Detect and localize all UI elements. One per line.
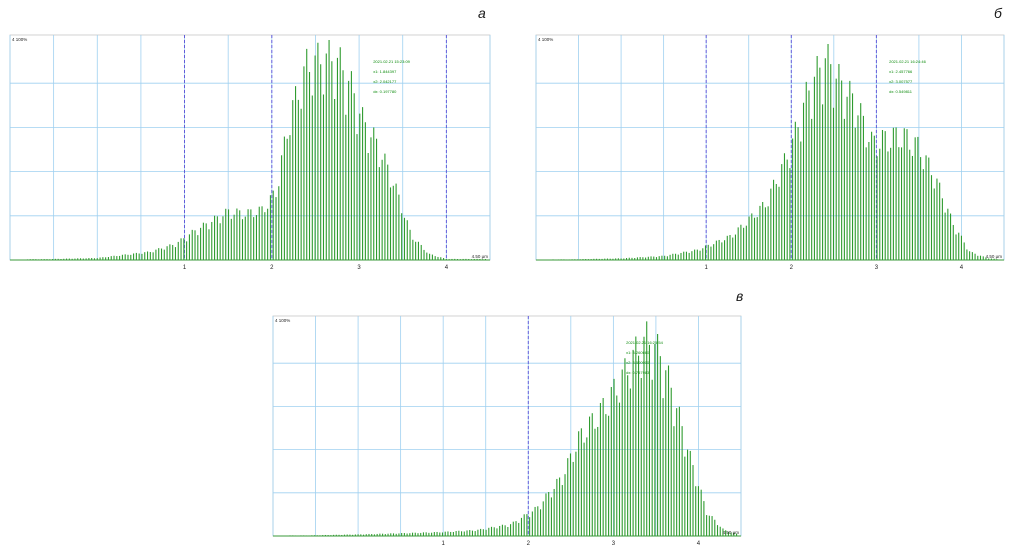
x-tick-label: 2 (527, 541, 531, 547)
plot-frame (9, 34, 491, 261)
histogram-bars (289, 321, 738, 536)
measurement-readout-line: 2021.02.21 15:23:09 (373, 59, 410, 64)
y-max-label: 4 100% (12, 37, 27, 42)
measurement-readout-line: 2021.02.21 16:24:46 (889, 59, 926, 64)
particle-size-chart-a: 1 2 3 4 4 100% 4.50 μm 2021.02.21 15:23:09 x1: … (9, 34, 491, 271)
x-unit-label: 4.50 μm (472, 254, 489, 259)
x-tick-label: 4 (697, 541, 701, 547)
x-tick-label: 3 (875, 265, 879, 271)
x-unit-label: 4.50 μm (986, 254, 1003, 259)
y-max-label: 4 100% (538, 37, 553, 42)
x-tick-label: 2 (270, 265, 274, 271)
x-tick-label: 3 (612, 541, 616, 547)
measurement-readout-line: dx: 0.757983 (626, 370, 650, 375)
x-tick-label: 2 (790, 265, 794, 271)
measurement-readout-line: 2021.02.21 16:25:54 (626, 340, 663, 345)
x-tick-label: 4 (445, 265, 449, 271)
x-tick-label: 1 (183, 265, 187, 271)
measurement-readout-line: x1: 2.457766 (889, 69, 913, 74)
panel-letter-a: а (478, 5, 486, 21)
panel-letter-c: в (736, 288, 744, 304)
measurement-readout-line: x1: 1.844397 (373, 69, 397, 74)
measurement-readout-line: x2: 3.007577 (889, 79, 913, 84)
measurement-readout-line: dx: 0.549811 (889, 89, 913, 94)
x-tick-label: 1 (705, 265, 709, 271)
panel-letter-b: б (994, 5, 1002, 21)
measurement-readout-line: x2: 2.042177 (373, 79, 397, 84)
measurement-readout-line: dx: 0.197780 (373, 89, 397, 94)
histogram-bars (26, 40, 487, 260)
particle-size-chart-c: 1 2 3 4 4 100% 4.50 μm 2021.02.21 16:25:54 x1: … (272, 315, 742, 547)
x-tick-label: 3 (357, 265, 361, 271)
measurement-readout-line: x1: 3.260660 (626, 350, 650, 355)
particle-size-chart-b: 1 2 3 4 4 100% 4.50 μm 2021.02.21 16:24:46 x1: … (535, 34, 1005, 271)
x-unit-label: 4.50 μm (723, 530, 740, 535)
histogram-bars (552, 43, 1001, 260)
x-tick-label: 4 (960, 265, 964, 271)
x-tick-label: 1 (442, 541, 446, 547)
y-max-label: 4 100% (275, 318, 290, 323)
measurement-readout-line: x2: 3.500000 (626, 360, 650, 365)
